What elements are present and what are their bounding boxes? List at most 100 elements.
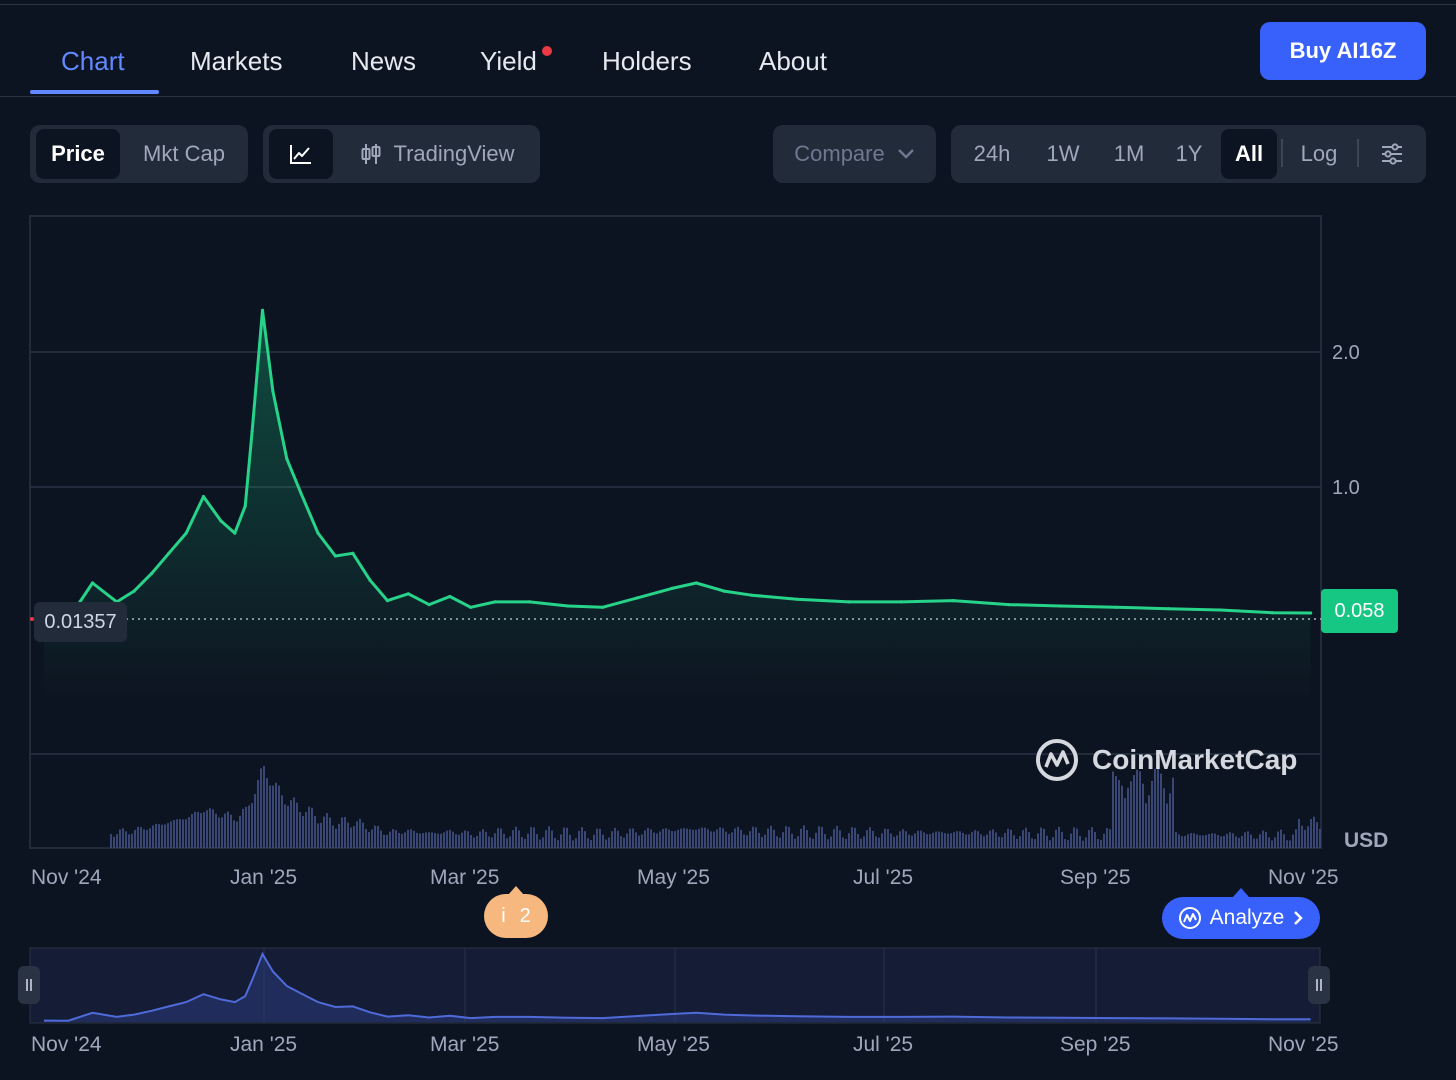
volume-bar	[1031, 838, 1033, 848]
volume-bar	[569, 834, 571, 848]
volume-bar	[350, 827, 352, 848]
tab-markets[interactable]: Markets	[190, 46, 283, 76]
price-point	[795, 597, 799, 601]
volume-bar	[215, 813, 217, 848]
volume-bar	[716, 829, 718, 848]
volume-bar	[164, 824, 166, 848]
price-toggle[interactable]: Price	[36, 129, 120, 179]
volume-bar	[935, 831, 937, 848]
navigator-right-handle[interactable]	[1308, 966, 1330, 1004]
volume-bar	[689, 829, 691, 848]
volume-bar	[251, 803, 253, 848]
volume-bar	[365, 829, 367, 848]
volume-bar	[1052, 837, 1054, 848]
volume-bar	[179, 819, 181, 848]
volume-bar	[344, 816, 346, 848]
volume-bar	[182, 819, 184, 848]
volume-bar	[353, 826, 355, 848]
chart-settings-button[interactable]	[1367, 129, 1417, 179]
volume-bar	[530, 827, 532, 848]
chevron-right-icon	[1294, 911, 1304, 925]
volume-bar	[506, 838, 508, 848]
volume-bar	[1097, 839, 1099, 848]
event-info-badge[interactable]: i 2	[484, 894, 548, 938]
volume-bar	[1175, 832, 1177, 848]
range-1m[interactable]: 1M	[1113, 141, 1145, 166]
volume-bar	[281, 795, 283, 848]
range-1y[interactable]: 1Y	[1175, 141, 1203, 166]
volume-bar	[1118, 780, 1120, 848]
volume-bar	[956, 831, 958, 848]
tab-about[interactable]: About	[759, 46, 827, 76]
volume-bar	[947, 833, 949, 848]
volume-bar	[1061, 831, 1063, 848]
volume-bar	[1067, 840, 1069, 848]
volume-bar	[605, 839, 607, 848]
volume-bar	[827, 839, 829, 848]
volume-bar	[332, 825, 334, 848]
volume-bar	[860, 838, 862, 848]
volume-bar	[1208, 834, 1210, 848]
price-point	[149, 572, 154, 576]
volume-bar	[926, 834, 928, 848]
volume-bar	[1121, 785, 1123, 848]
volume-bar	[437, 833, 439, 848]
range-all[interactable]: All	[1221, 129, 1277, 179]
volume-bar	[614, 827, 616, 848]
tab-chart[interactable]: Chart	[61, 46, 125, 76]
price-point	[219, 519, 223, 523]
volume-bar	[839, 830, 841, 848]
tab-yield[interactable]: Yield	[480, 46, 537, 76]
volume-bar	[983, 836, 985, 848]
compare-dropdown[interactable]: Compare	[773, 125, 936, 183]
tradingview-button[interactable]: TradingView	[347, 129, 527, 179]
volume-bar	[419, 833, 421, 848]
tab-news[interactable]: News	[351, 46, 417, 76]
volume-bar	[398, 832, 400, 848]
volume-bar	[284, 804, 286, 848]
volume-bar	[410, 829, 412, 848]
volume-bar	[356, 821, 358, 848]
volume-bar	[1160, 773, 1162, 848]
volume-bar	[1094, 832, 1096, 848]
line-chart-button[interactable]	[269, 129, 333, 179]
volume-bar	[122, 828, 124, 848]
analyze-button[interactable]: Analyze	[1162, 897, 1320, 939]
volume-bar	[134, 829, 136, 848]
volume-bar	[584, 831, 586, 848]
volume-bar	[467, 831, 469, 848]
settings-divider	[1357, 139, 1359, 167]
volume-bar	[989, 830, 991, 848]
volume-bar	[302, 815, 304, 848]
volume-bar	[776, 836, 778, 848]
mkt-cap-toggle[interactable]: Mkt Cap	[143, 141, 225, 166]
log-toggle[interactable]: Log	[1300, 141, 1338, 166]
volume-bar	[308, 806, 310, 848]
tab-holders[interactable]: Holders	[602, 46, 692, 76]
volume-bar	[1193, 833, 1195, 848]
range-24h[interactable]: 24h	[973, 141, 1011, 166]
coinmarketcap-logo-icon	[1036, 739, 1078, 781]
grip-icon	[1316, 979, 1322, 991]
volume-bar	[854, 827, 856, 848]
volume-bar	[566, 827, 568, 848]
volume-bar	[119, 829, 121, 848]
volume-bar	[1319, 828, 1321, 848]
volume-bar	[1127, 787, 1129, 848]
range-1w[interactable]: 1W	[1046, 141, 1080, 166]
navigator-left-handle[interactable]	[18, 966, 40, 1004]
volume-bar	[320, 822, 322, 848]
volume-bar	[644, 830, 646, 848]
price-point	[201, 495, 206, 499]
volume-bar	[767, 828, 769, 848]
price-points	[42, 308, 1313, 622]
price-point	[316, 531, 320, 535]
volume-bar	[377, 825, 379, 848]
volume-bar	[749, 831, 751, 848]
volume-bar	[656, 833, 658, 848]
analyze-pointer	[1233, 888, 1249, 897]
volume-bar	[581, 827, 583, 848]
x-tick-label: May '25	[637, 866, 710, 889]
volume-bar	[1070, 833, 1072, 848]
buy-button[interactable]: Buy AI16Z	[1260, 22, 1426, 80]
